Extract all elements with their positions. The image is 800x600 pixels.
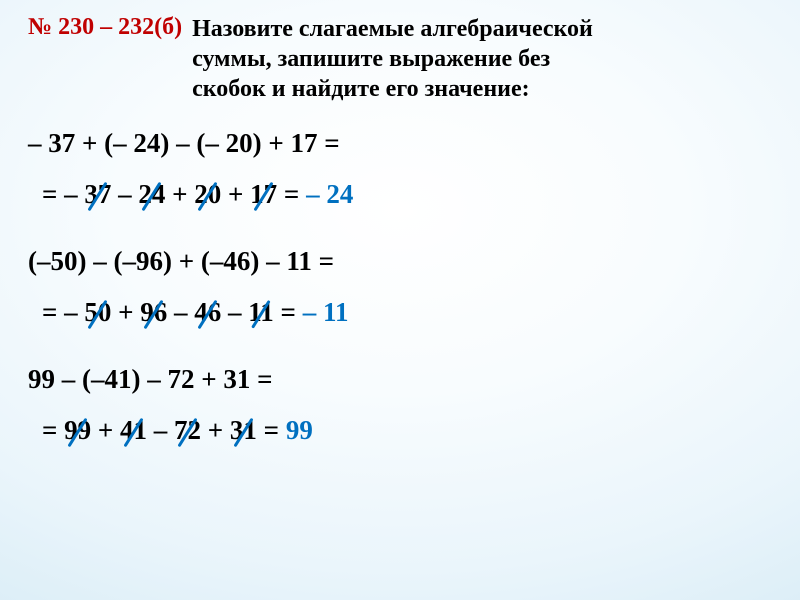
tok-strike: 20 xyxy=(194,179,221,210)
tok-strike: 99 xyxy=(64,415,91,446)
tok: + xyxy=(111,297,140,327)
tok: – xyxy=(147,415,174,445)
tok-strike: 37 xyxy=(84,179,111,210)
eq-prefix: = xyxy=(42,179,64,209)
tok-strike: 50 xyxy=(84,297,111,328)
tok: – xyxy=(221,297,248,327)
problem-3-solution: = 99 + 41 – 72 + 31 = 99 xyxy=(42,415,772,446)
tok: – xyxy=(111,179,138,209)
answer-value: 99 xyxy=(286,415,313,445)
eq-sign: = xyxy=(277,179,306,209)
tok: + xyxy=(91,415,120,445)
tok: + xyxy=(221,179,250,209)
instruction-line-3: скобок и найдите его значение: xyxy=(192,76,530,102)
tok: – xyxy=(167,297,194,327)
problem-number: № 230 – 232(б) xyxy=(28,14,182,41)
tok: – xyxy=(64,179,84,209)
instruction-text: Назовите слагаемые алгебраической суммы,… xyxy=(192,14,593,104)
tok: – xyxy=(64,297,84,327)
tok: + xyxy=(165,179,194,209)
instruction-line-2: суммы, запишите выражение без xyxy=(192,46,550,72)
problem-1-solution: = – 37 – 24 + 20 + 17 = – 24 xyxy=(42,179,772,210)
answer-value: – 24 xyxy=(306,179,353,209)
problem-2-solution: = – 50 + 96 – 46 – 11 = – 11 xyxy=(42,297,772,328)
header-row: № 230 – 232(б) Назовите слагаемые алгебр… xyxy=(28,14,772,104)
tok-strike: 31 xyxy=(230,415,257,446)
problem-2-given: (–50) – (–96) + (–46) – 11 = xyxy=(28,246,772,277)
answer-value: – 11 xyxy=(303,297,349,327)
tok-strike: 24 xyxy=(138,179,165,210)
eq-prefix: = xyxy=(42,297,64,327)
slide-content: № 230 – 232(б) Назовите слагаемые алгебр… xyxy=(0,0,800,600)
problem-1-given: – 37 + (– 24) – (– 20) + 17 = xyxy=(28,128,772,159)
tok-strike: 96 xyxy=(140,297,167,328)
tok-strike: 41 xyxy=(120,415,147,446)
eq-sign: = xyxy=(257,415,286,445)
tok-strike: 46 xyxy=(194,297,221,328)
instruction-line-1: Назовите слагаемые алгебраической xyxy=(192,16,593,42)
problem-3-given: 99 – (–41) – 72 + 31 = xyxy=(28,364,772,395)
tok: + xyxy=(201,415,230,445)
eq-prefix: = xyxy=(42,415,64,445)
tok-strike: 11 xyxy=(248,297,274,328)
eq-sign: = xyxy=(274,297,303,327)
tok-strike: 72 xyxy=(174,415,201,446)
tok-strike: 17 xyxy=(250,179,277,210)
